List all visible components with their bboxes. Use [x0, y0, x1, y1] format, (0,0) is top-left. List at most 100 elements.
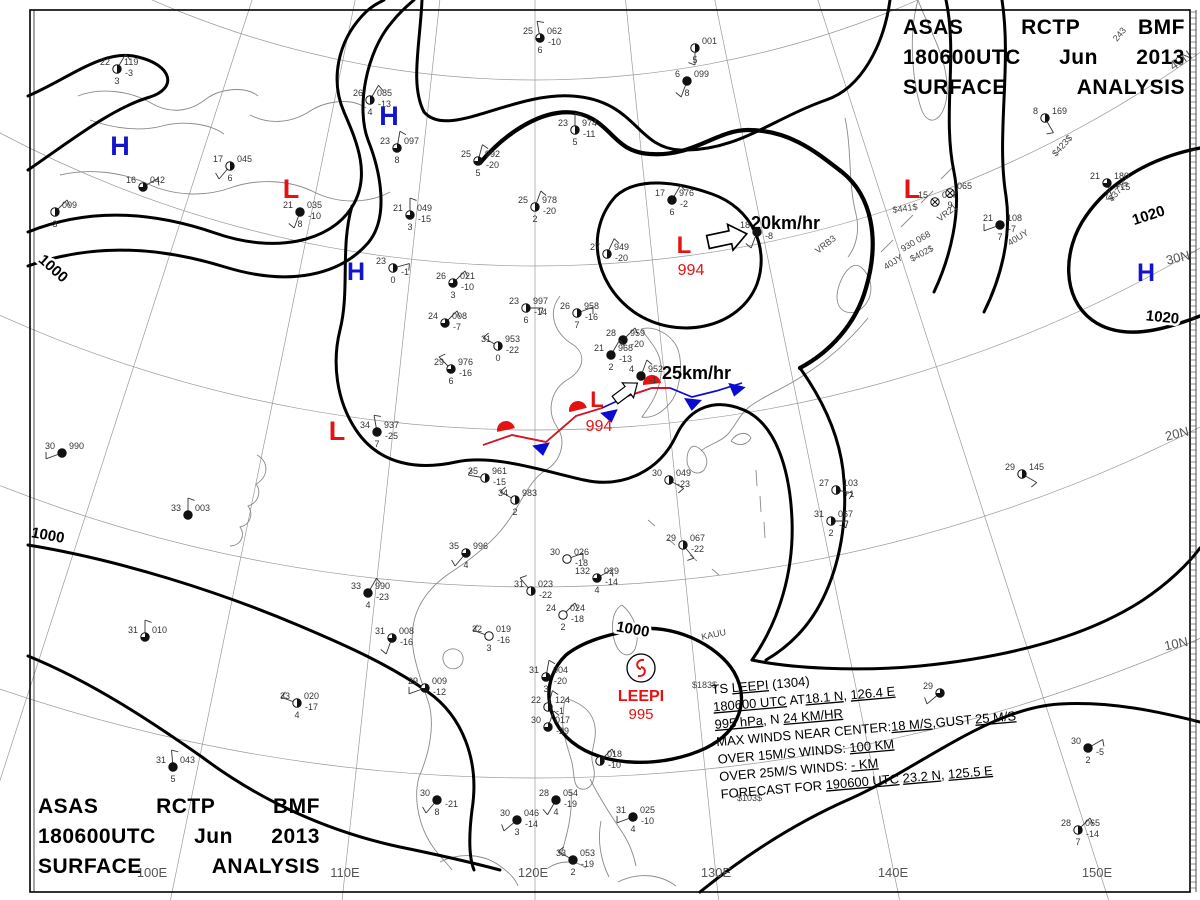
station-temp: 21: [393, 203, 403, 213]
storm-info-segment: (1304): [768, 673, 810, 692]
station-plot: 26 958-16 7: [560, 301, 599, 330]
wind-barb-tick: [467, 468, 473, 476]
station-pressure: 983: [522, 488, 537, 498]
coastline: [700, 317, 869, 452]
station-temp: 31: [375, 626, 385, 636]
station-dewpoint: +1: [844, 489, 854, 499]
station-temp: 32: [472, 624, 482, 634]
station-circle: [562, 554, 572, 564]
station-temp: 4: [629, 364, 634, 374]
station-temp: 29: [666, 533, 676, 543]
wind-barb-tick: [519, 575, 527, 579]
station-temp: 34: [360, 420, 370, 430]
storm-info-line: TS LEEPI (1304): [711, 673, 810, 697]
station-pressure: 045: [237, 154, 252, 164]
storm-info-segment: 25 M/S: [974, 708, 1017, 727]
station-pressure: 067: [690, 533, 705, 543]
wind-barb-tick: [540, 307, 544, 315]
station-dewpoint: -19: [581, 859, 594, 869]
station-plot: 30 -5 2: [1071, 736, 1105, 765]
station-pressure: 103: [843, 478, 858, 488]
station-temp: 29: [1005, 462, 1015, 472]
cloud-cover-fill: [831, 516, 836, 526]
station-pressure: 021: [460, 271, 475, 281]
station-dewpoint: -20: [631, 339, 644, 349]
storm-info-segment: - KM: [850, 755, 879, 772]
motion-arrow-icon: [611, 382, 639, 405]
coastline: [89, 119, 225, 135]
title-word: ASAS: [903, 16, 964, 39]
wind-barb-tick: [1031, 482, 1038, 488]
wind-barb-tick: [845, 520, 849, 528]
warm-front-symbol: [643, 375, 661, 385]
station-dewpoint: -18: [571, 614, 584, 624]
title-word: Jun: [1059, 46, 1098, 69]
latitude-scale-ticks: [1190, 11, 1196, 889]
wind-barb-tick: [687, 557, 695, 561]
station-plot: 6 099 8: [675, 69, 709, 98]
station-temp: 18: [740, 220, 750, 230]
cloud-cover-fill: [752, 227, 762, 237]
coastline: [442, 648, 464, 670]
station-temp: 33: [351, 581, 361, 591]
title-line: 180600UTC Jun 2013: [38, 822, 320, 852]
station-dewpoint: -25: [385, 431, 398, 441]
cloud-cover-fill: [667, 195, 677, 205]
station-plot: 29 145: [1005, 462, 1044, 488]
station-low-value: 7: [1104, 190, 1109, 200]
station-dewpoint: -1: [401, 267, 409, 277]
station-plot: 31 025-10 4: [616, 805, 655, 834]
ship-mark: [946, 189, 954, 197]
station-plot: 29 009-12: [408, 676, 447, 697]
station-dewpoint: -15: [493, 477, 506, 487]
station-pressure: 053: [580, 848, 595, 858]
coastline: [836, 265, 872, 313]
title-word: ASAS: [38, 795, 99, 818]
station-dewpoint: -20: [554, 676, 567, 686]
station-plot: 33 053-19 2: [556, 846, 595, 877]
station-pressure: 018: [607, 749, 622, 759]
station-plot: 23 974-11 5: [558, 112, 597, 147]
cloud-cover-fill: [370, 95, 375, 105]
station-pressure: 085: [377, 88, 392, 98]
station-temp: 33: [556, 848, 566, 858]
cloud-cover-fill: [473, 156, 483, 166]
station-circle: [484, 631, 494, 641]
station-dewpoint: -1: [556, 706, 564, 716]
station-plot: 30 026-18: [550, 547, 589, 568]
station-plot: 23 997-14 6: [509, 296, 548, 325]
isobar: [26, 654, 502, 872]
station-low-value: 3: [114, 76, 119, 86]
station-pressure: 145: [1029, 462, 1044, 472]
station-temp: 28: [1061, 818, 1071, 828]
station-low-value: 4: [594, 585, 599, 595]
coastline: [617, 875, 677, 887]
wind-barb-tick: [456, 310, 461, 318]
station-pressure: 990: [69, 441, 84, 451]
station-pressure: 062: [547, 26, 562, 36]
station-low-value: 3: [52, 219, 57, 229]
coastline: [598, 820, 610, 878]
station-low-value: 4: [294, 710, 299, 720]
station-dewpoint: -13: [378, 99, 391, 109]
cloud-cover-fill: [461, 548, 471, 558]
cloud-cover-fill: [551, 795, 561, 805]
wind-barb-tick: [422, 806, 427, 814]
station-plot: 34 937-25 7: [360, 414, 399, 449]
station-pressure: 097: [404, 136, 419, 146]
station-plot: 35 961-15: [467, 466, 507, 487]
station-dewpoint: -3: [125, 68, 133, 78]
cloud-cover-fill: [568, 855, 578, 865]
station-plot: 30 046-14 3: [500, 808, 539, 837]
station-low-value: 2: [560, 622, 565, 632]
isobar: [595, 181, 763, 330]
station-dewpoint: -8: [765, 231, 773, 241]
station-plot: 21 035-10 8: [283, 200, 322, 229]
storm-info-segment: 125.5 E: [947, 763, 993, 782]
station-temp: 26: [353, 88, 363, 98]
low-pressure-label: L: [590, 387, 603, 412]
isobar-value-label: 1020: [1130, 202, 1167, 228]
high-pressure-label: H: [1137, 259, 1155, 287]
